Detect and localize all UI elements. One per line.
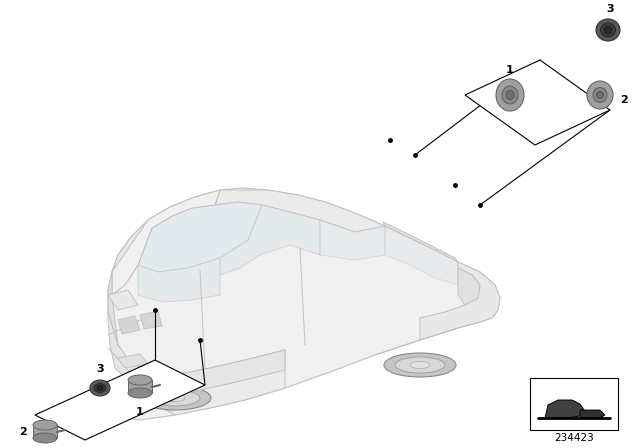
Ellipse shape xyxy=(395,357,445,373)
Polygon shape xyxy=(118,354,148,368)
Polygon shape xyxy=(112,190,220,295)
Polygon shape xyxy=(118,316,140,334)
Text: 1: 1 xyxy=(136,407,144,417)
Polygon shape xyxy=(108,290,138,310)
Ellipse shape xyxy=(506,90,514,99)
Ellipse shape xyxy=(410,362,430,369)
Ellipse shape xyxy=(384,353,456,377)
Polygon shape xyxy=(140,311,162,329)
Polygon shape xyxy=(33,425,57,438)
Text: 2: 2 xyxy=(19,427,27,437)
Ellipse shape xyxy=(587,81,613,109)
Ellipse shape xyxy=(97,385,103,391)
Polygon shape xyxy=(320,220,385,260)
Text: 2: 2 xyxy=(620,95,628,105)
Ellipse shape xyxy=(128,375,152,385)
Ellipse shape xyxy=(496,79,524,111)
Polygon shape xyxy=(128,380,152,393)
Polygon shape xyxy=(545,400,584,418)
Text: 3: 3 xyxy=(606,4,614,14)
Polygon shape xyxy=(108,312,285,415)
Ellipse shape xyxy=(90,380,110,396)
Polygon shape xyxy=(138,258,220,302)
Ellipse shape xyxy=(33,433,57,443)
Ellipse shape xyxy=(150,390,200,406)
Ellipse shape xyxy=(600,23,616,37)
Polygon shape xyxy=(138,202,262,272)
Polygon shape xyxy=(465,60,610,145)
Polygon shape xyxy=(383,222,458,262)
Polygon shape xyxy=(85,188,500,420)
Polygon shape xyxy=(385,226,458,285)
Ellipse shape xyxy=(605,26,611,34)
Polygon shape xyxy=(148,190,220,228)
Polygon shape xyxy=(420,262,500,340)
Polygon shape xyxy=(215,190,385,232)
Ellipse shape xyxy=(128,388,152,398)
Bar xyxy=(530,378,618,430)
Polygon shape xyxy=(220,205,320,275)
Ellipse shape xyxy=(593,87,607,103)
Ellipse shape xyxy=(502,86,518,104)
Polygon shape xyxy=(35,360,205,440)
Polygon shape xyxy=(108,272,118,345)
Ellipse shape xyxy=(596,91,604,99)
Polygon shape xyxy=(108,312,285,395)
Ellipse shape xyxy=(94,383,106,392)
Polygon shape xyxy=(112,220,152,295)
Text: 234423: 234423 xyxy=(554,433,594,443)
Text: 3: 3 xyxy=(96,364,104,374)
Polygon shape xyxy=(580,410,605,418)
Ellipse shape xyxy=(596,19,620,41)
Ellipse shape xyxy=(139,386,211,410)
Ellipse shape xyxy=(165,395,185,401)
Ellipse shape xyxy=(33,420,57,430)
Text: 1: 1 xyxy=(506,65,514,75)
Polygon shape xyxy=(458,268,480,305)
